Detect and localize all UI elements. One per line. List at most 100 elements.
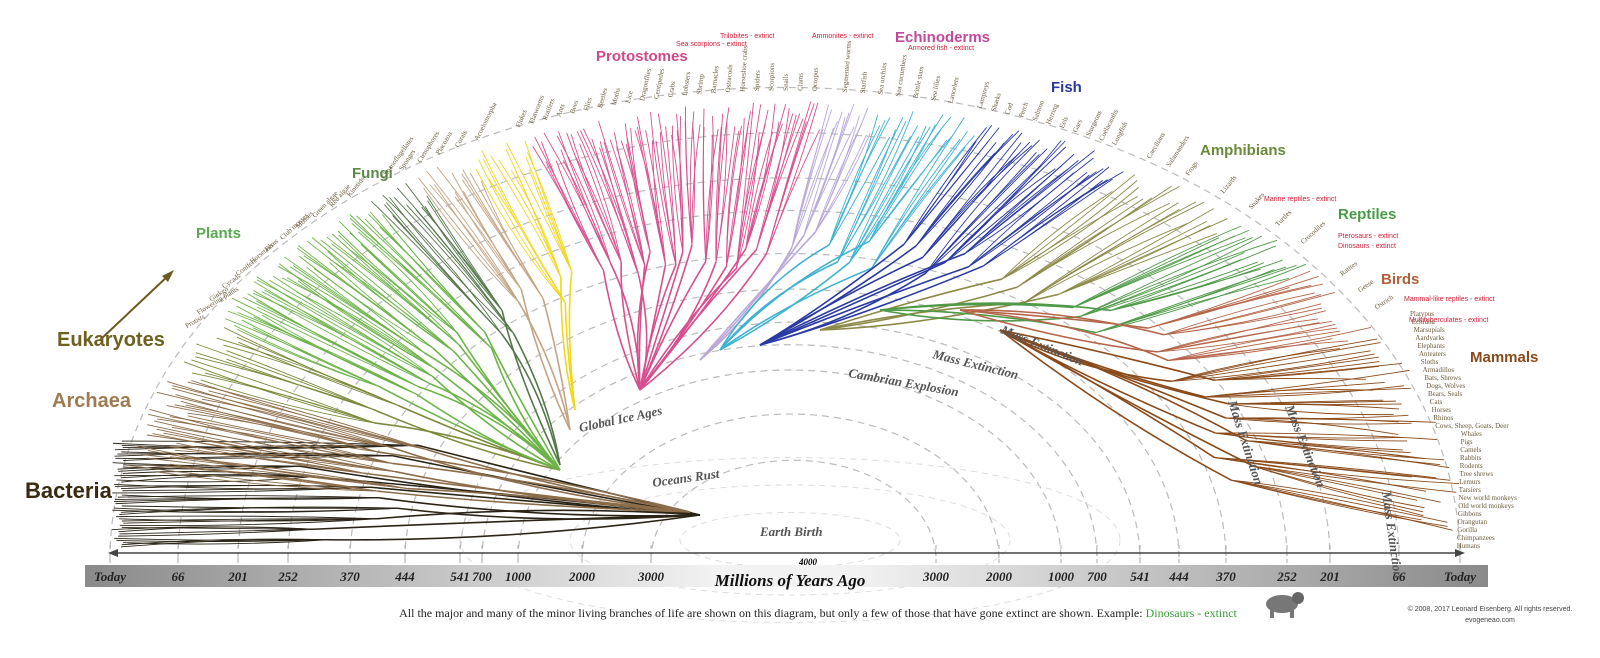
- branch: [925, 154, 1040, 274]
- branch: [119, 506, 398, 515]
- branch: [848, 125, 919, 263]
- branch: [277, 265, 435, 369]
- branch: [645, 130, 666, 265]
- branch: [299, 255, 434, 349]
- branch: [118, 465, 301, 472]
- branch: [1252, 465, 1425, 509]
- leaf-label: Tarsiers: [1459, 486, 1481, 494]
- leaf-label: Clams: [796, 73, 804, 91]
- branch: [418, 177, 519, 303]
- branch: [1079, 239, 1278, 317]
- leaf-label: Geese: [1356, 278, 1375, 294]
- footer-note: All the major and many of the minor livi…: [399, 606, 1237, 620]
- branch: [699, 231, 816, 361]
- arrow-head: [162, 270, 174, 282]
- branch: [156, 391, 390, 448]
- branch: [982, 171, 1124, 267]
- branch: [819, 293, 1060, 331]
- branch: [1171, 353, 1375, 382]
- branch: [377, 451, 691, 513]
- branch: [119, 518, 377, 522]
- branch: [803, 111, 843, 236]
- branch: [394, 470, 691, 513]
- branch: [118, 528, 314, 537]
- branch: [329, 262, 434, 349]
- branch: [964, 168, 1069, 254]
- leaf-label: Anteaters: [1419, 350, 1446, 358]
- branch: [968, 157, 1094, 268]
- group-label: Plants: [196, 225, 241, 242]
- branch: [326, 514, 701, 541]
- extinct-label: Multituberculates - extinct: [1409, 317, 1488, 324]
- branch: [256, 276, 433, 377]
- branch: [828, 117, 891, 245]
- branch: [599, 147, 640, 276]
- leaf-label: Sea lilies: [929, 75, 942, 102]
- branch: [152, 433, 395, 473]
- time-ring: [481, 344, 1098, 561]
- branch: [616, 146, 646, 266]
- branch: [349, 214, 492, 349]
- leaf-label: Platypus: [1410, 310, 1434, 318]
- branch: [964, 150, 1095, 254]
- branch: [639, 249, 757, 391]
- branch: [338, 220, 458, 333]
- branch: [726, 123, 749, 267]
- timeline-label: 541: [1130, 569, 1150, 584]
- time-ring: [404, 288, 1180, 561]
- leaf-label: Sloths: [1421, 358, 1439, 366]
- arrow-head: [108, 549, 118, 557]
- branch: [759, 265, 969, 346]
- branch: [286, 277, 435, 369]
- branch: [1163, 307, 1323, 336]
- branch: [903, 127, 1000, 245]
- extinct-label: Marine reptiles - extinct: [1264, 196, 1336, 203]
- timeline-label: 1000: [1048, 569, 1075, 584]
- branch: [362, 472, 691, 513]
- branch: [253, 281, 430, 384]
- branch: [191, 359, 375, 424]
- leaf-label: Aardvarks: [1415, 334, 1444, 342]
- branch: [112, 507, 398, 513]
- time-ring: [349, 252, 1227, 561]
- branch: [416, 393, 561, 471]
- branch: [397, 507, 701, 520]
- branch: [157, 418, 393, 464]
- timeline-label: 252: [1276, 569, 1297, 584]
- branch: [1001, 187, 1139, 280]
- note: All the major and many of the minor livi…: [399, 606, 1142, 620]
- branch: [699, 235, 805, 361]
- branch: [200, 379, 375, 424]
- leaf-label: Tree shrews: [1459, 470, 1493, 478]
- branch: [1246, 440, 1441, 466]
- branch: [372, 408, 561, 471]
- leaf-label: Lancelets: [947, 76, 961, 104]
- leaf-label: Spiders: [753, 70, 762, 92]
- branch: [115, 515, 377, 520]
- branch: [385, 202, 502, 335]
- leaf-label: Starfish: [859, 71, 869, 94]
- branch: [705, 116, 714, 262]
- branch: [378, 490, 691, 513]
- group-label: Echinoderms: [895, 29, 990, 46]
- branch: [613, 132, 646, 266]
- branch: [555, 160, 604, 271]
- branch: [1215, 432, 1408, 442]
- branch: [1023, 202, 1179, 304]
- branch: [261, 314, 418, 395]
- branch: [925, 164, 1042, 274]
- timeline-label: 370: [1215, 569, 1236, 584]
- branch: [755, 118, 804, 251]
- branch: [364, 218, 492, 349]
- branch: [1072, 229, 1250, 308]
- branch: [650, 112, 677, 265]
- branch: [1228, 403, 1394, 416]
- branch: [180, 400, 390, 448]
- leaf-label: Gars: [1071, 118, 1084, 134]
- branch: [506, 142, 573, 272]
- timeline-label: 252: [277, 569, 298, 584]
- branch: [1110, 261, 1259, 311]
- timeline-label: 700: [472, 569, 492, 584]
- branch: [1214, 457, 1427, 492]
